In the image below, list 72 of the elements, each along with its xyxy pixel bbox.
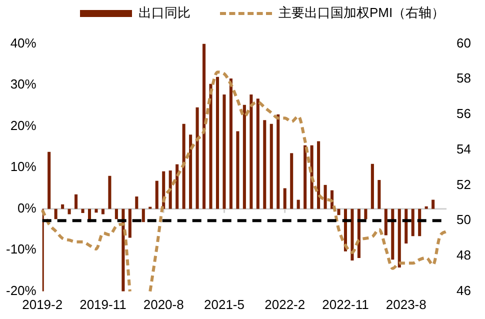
bar [432, 200, 435, 209]
bar [404, 208, 408, 244]
y-tick-label: 0% [18, 200, 37, 216]
y-tick-label: 20% [10, 118, 37, 133]
bar [94, 208, 98, 213]
bar [222, 94, 226, 209]
bar [270, 124, 273, 209]
bar [391, 208, 394, 260]
bar [74, 194, 78, 209]
bar [176, 164, 179, 209]
bar [283, 188, 286, 209]
y2-tick-label: 54 [456, 141, 472, 156]
bar [337, 208, 340, 216]
bar [250, 94, 253, 209]
y-tick-label: 10% [10, 159, 37, 174]
y2-tick-label: 60 [456, 35, 472, 50]
x-tick-label: 2023-8 [386, 296, 426, 312]
bar [209, 84, 212, 209]
bar [168, 170, 172, 209]
bar [370, 164, 374, 209]
bar [54, 208, 58, 220]
bar [196, 107, 199, 209]
x-tick-label: 2019-2 [22, 296, 63, 312]
bar [81, 208, 84, 213]
bar [276, 114, 280, 209]
legend-label: 主要出口国加权PMI（右轴） [278, 4, 445, 22]
bar [411, 208, 414, 236]
bar [61, 204, 64, 209]
y-tick-label: -10% [6, 242, 37, 257]
x-tick-label: 2022-11 [322, 296, 369, 312]
bar [216, 76, 220, 209]
bar [68, 208, 71, 214]
bar [135, 196, 138, 209]
bar [108, 176, 112, 209]
bar [202, 44, 206, 209]
y2-tick-label: 50 [456, 212, 472, 228]
y2-tick-label: 56 [456, 106, 472, 122]
bar [142, 208, 145, 222]
bar [182, 124, 186, 209]
bar [384, 208, 388, 236]
y2-tick-label: 58 [456, 70, 472, 86]
bar [263, 120, 266, 209]
x-tick-label: 2021-5 [204, 296, 244, 312]
legend-label: 出口同比 [138, 4, 190, 22]
bar [350, 208, 354, 260]
bar [155, 180, 158, 209]
bar [378, 180, 381, 209]
bar [229, 78, 232, 209]
bar [48, 152, 51, 209]
bar [128, 208, 132, 238]
bar [398, 208, 401, 268]
y-tick-label: 30% [10, 76, 37, 92]
bar [317, 141, 320, 209]
bar [324, 184, 327, 209]
bar [290, 153, 294, 209]
y2-tick-label: 52 [456, 176, 472, 192]
bar [304, 145, 307, 209]
bar [296, 200, 300, 209]
y-tick-label: 40% [10, 35, 37, 50]
bar [236, 131, 240, 209]
bar [189, 134, 192, 209]
x-tick-label: 2020-8 [143, 296, 184, 312]
y2-tick-label: 46 [456, 282, 472, 298]
bar [424, 206, 428, 209]
y2-tick-label: 48 [456, 248, 472, 263]
bar [114, 208, 118, 220]
x-tick-label: 2019-11 [80, 296, 126, 312]
bar [256, 98, 260, 209]
y-tick-label: -20% [6, 282, 37, 298]
bar [364, 208, 368, 220]
bar [242, 104, 246, 209]
x-tick-label: 2022-2 [264, 296, 306, 312]
